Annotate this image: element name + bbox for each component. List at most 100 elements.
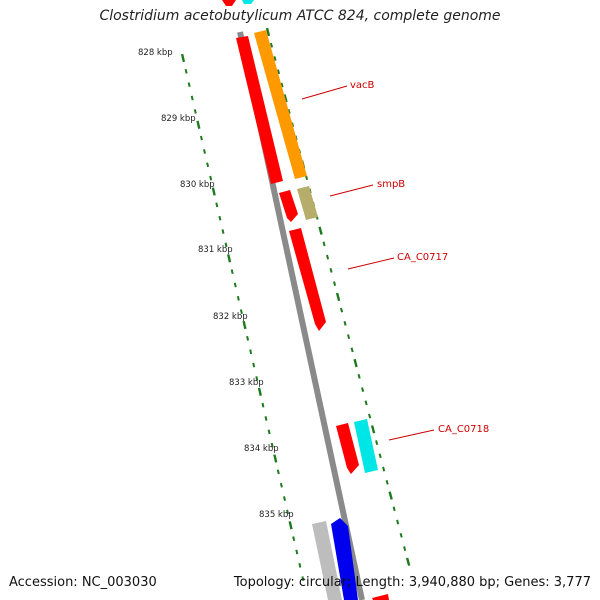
scale-tick xyxy=(270,442,274,448)
gene-red-834[interactable] xyxy=(336,423,359,474)
gene-features xyxy=(222,0,389,600)
scale-label: 831 kbp xyxy=(198,245,233,255)
scale-tick xyxy=(347,334,351,339)
scale-tick xyxy=(257,387,262,396)
scale-label: 835 kbp xyxy=(259,510,294,520)
label-smpB[interactable]: smpB xyxy=(377,179,405,190)
scale-tick xyxy=(292,536,296,542)
scale-tick xyxy=(273,454,278,463)
smpB-leader xyxy=(329,184,374,197)
scale-tick xyxy=(206,162,210,168)
scale-tick xyxy=(211,187,216,196)
scale-tick xyxy=(276,69,281,75)
map-title: Clostridium acetobutylicum ATCC 824, com… xyxy=(99,8,501,24)
scale-tick xyxy=(265,27,271,37)
scale-tick xyxy=(221,229,225,234)
scale-tick xyxy=(335,292,341,302)
gene-blue-835[interactable] xyxy=(331,518,358,600)
scale-tick xyxy=(269,42,274,48)
scale-label: 830 kbp xyxy=(180,180,215,190)
scale-tick xyxy=(273,56,277,61)
scale-tick xyxy=(255,376,259,381)
scale-tick xyxy=(276,469,280,475)
accession-text: Accession: NC_003030 xyxy=(9,575,157,590)
gene-top-red-partial[interactable] xyxy=(222,0,236,6)
scale-tick xyxy=(236,295,240,301)
scale-label: 833 kbp xyxy=(229,378,264,388)
scale-tick xyxy=(218,215,222,221)
gene-red-828[interactable] xyxy=(236,36,283,184)
scale-tick xyxy=(343,321,347,326)
scale-tick xyxy=(392,506,396,512)
scale-tick xyxy=(230,269,234,275)
scale-tick xyxy=(385,479,389,485)
scale-label: 832 kbp xyxy=(213,312,248,322)
CA_C0718-leader xyxy=(388,429,435,441)
scale-tick xyxy=(364,400,368,406)
gene-CA_C0718[interactable] xyxy=(354,419,378,473)
scale-tick xyxy=(196,120,201,129)
scale-tick xyxy=(180,53,186,63)
scale-tick xyxy=(370,425,376,434)
scale-tick xyxy=(340,307,344,313)
gene-red-bottom-partial[interactable] xyxy=(372,594,389,600)
scale-tick xyxy=(261,402,265,408)
scale-ticks xyxy=(180,27,411,582)
scale-tick xyxy=(227,254,232,263)
scale-tick xyxy=(388,491,393,500)
scale-tick xyxy=(286,509,289,515)
scale-tick xyxy=(193,109,197,114)
scale-tick xyxy=(264,416,268,421)
scale-label: 828 kbp xyxy=(138,48,173,58)
scale-tick xyxy=(405,557,411,566)
scale-tick xyxy=(283,496,286,501)
scale-tick xyxy=(305,175,309,181)
gene-CA_C0717[interactable] xyxy=(289,228,326,331)
scale-tick xyxy=(301,576,305,582)
label-vacB[interactable]: vacB xyxy=(350,80,375,91)
scale-tick xyxy=(239,309,243,315)
gene-vacB[interactable] xyxy=(254,30,307,179)
scale-tick xyxy=(200,135,203,141)
scale-tick xyxy=(329,268,333,273)
scale-tick xyxy=(246,335,250,341)
scale-tick xyxy=(283,94,288,103)
scale-tick xyxy=(378,453,382,459)
scale-tick xyxy=(203,149,206,154)
genome-summary-text: Topology: circular; Length: 3,940,880 bp… xyxy=(233,575,591,590)
scale-tick xyxy=(267,429,271,435)
CA_C0717-leader xyxy=(347,257,395,270)
label-CA_C0717[interactable]: CA_C0717 xyxy=(397,252,448,263)
scale-tick xyxy=(190,95,194,101)
scale-tick xyxy=(242,320,247,330)
label-CA_C0718[interactable]: CA_C0718 xyxy=(438,424,489,435)
gene-red-830[interactable] xyxy=(279,190,298,222)
scale-tick xyxy=(333,281,337,287)
scale-tick xyxy=(396,519,400,525)
gene-smpB[interactable] xyxy=(297,186,318,220)
scale-tick xyxy=(318,226,323,235)
scale-tick xyxy=(187,82,191,88)
scale-tick xyxy=(322,241,326,247)
gene-grey-835[interactable] xyxy=(312,521,342,600)
scale-tick xyxy=(280,82,284,88)
scale-tick xyxy=(233,282,237,288)
scale-tick xyxy=(403,546,407,551)
scale-tick xyxy=(357,373,361,379)
scale-tick xyxy=(279,482,283,488)
scale-tick xyxy=(249,349,253,355)
scale-tick xyxy=(184,68,188,74)
scale-tick xyxy=(295,549,299,555)
scale-tick xyxy=(382,466,386,472)
scale-tick xyxy=(298,562,302,568)
scale-tick xyxy=(209,175,213,181)
scale-tick xyxy=(375,440,379,445)
scale-label: 834 kbp xyxy=(244,444,279,454)
scale-tick xyxy=(288,521,293,530)
scale-tick xyxy=(287,109,291,114)
gene-top-cyan-partial[interactable] xyxy=(242,0,254,4)
scale-tick xyxy=(326,254,330,260)
scale-tick xyxy=(399,532,403,538)
scale-tick xyxy=(353,358,358,368)
